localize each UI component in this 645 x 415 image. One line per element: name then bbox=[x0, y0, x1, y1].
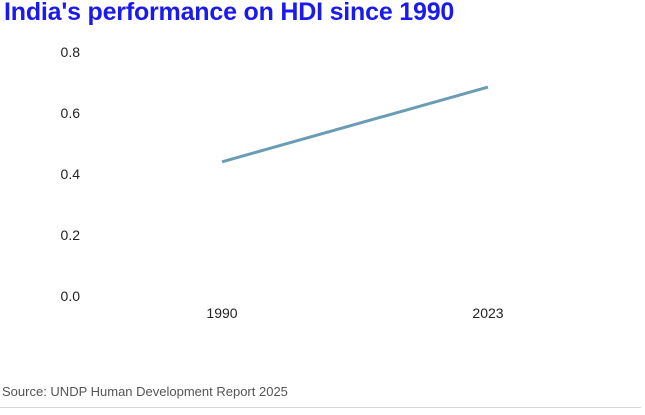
line-chart: 0.0 0.2 0.4 0.6 0.8 1990 2023 bbox=[61, 44, 504, 321]
y-tick-label: 0.6 bbox=[61, 105, 81, 121]
y-tick-label: 0.0 bbox=[61, 288, 81, 304]
y-tick-label: 0.4 bbox=[61, 166, 81, 182]
series-lines bbox=[221, 85, 489, 164]
source-divider bbox=[0, 407, 641, 408]
chart-title: India's performance on HDI since 1990 bbox=[4, 0, 455, 26]
x-axis-ticks: 1990 2023 bbox=[206, 305, 503, 321]
hdi-series-line bbox=[221, 85, 489, 164]
y-axis-ticks: 0.0 0.2 0.4 0.6 0.8 bbox=[61, 44, 81, 304]
x-tick-label: 2023 bbox=[472, 305, 503, 321]
source-note: Source: UNDP Human Development Report 20… bbox=[2, 384, 288, 399]
y-tick-label: 0.2 bbox=[61, 227, 81, 243]
y-tick-label: 0.8 bbox=[61, 44, 81, 60]
x-tick-label: 1990 bbox=[206, 305, 237, 321]
